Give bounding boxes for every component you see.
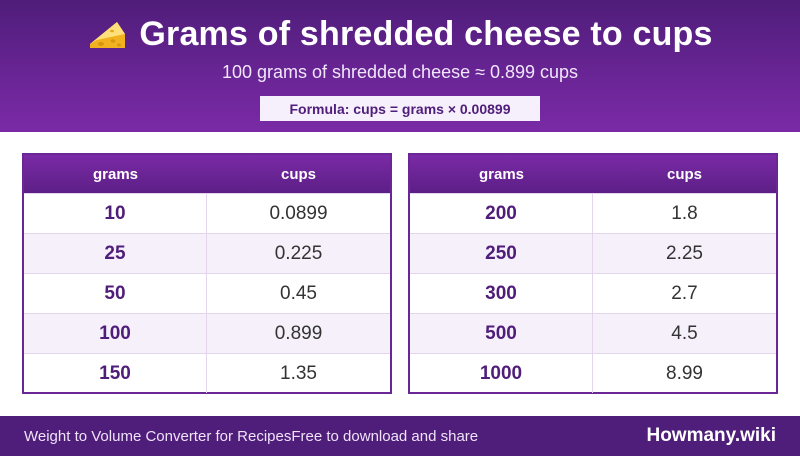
conversion-table-right: grams cups 200 1.8 250 2.25 300 2.7 500 … xyxy=(408,153,778,394)
cups-cell: 2.25 xyxy=(666,242,703,264)
table-row: 1000 8.99 xyxy=(410,353,776,393)
table-row: 300 2.7 xyxy=(410,273,776,313)
grams-cell: 500 xyxy=(410,314,593,353)
formula-badge: Formula: cups = grams × 0.00899 xyxy=(260,96,540,121)
conversion-table-left: grams cups 10 0.0899 25 0.225 50 0.45 10… xyxy=(22,153,392,394)
table-row: 150 1.35 xyxy=(24,353,390,393)
page-subtitle: 100 grams of shredded cheese ≈ 0.899 cup… xyxy=(221,62,579,82)
column-header-cups: cups xyxy=(280,165,316,183)
grams-cell: 200 xyxy=(410,194,593,233)
table-row: 25 0.225 xyxy=(24,233,390,273)
table-row: 200 1.8 xyxy=(410,193,776,233)
grams-cell: 300 xyxy=(410,274,593,313)
cheese-icon xyxy=(87,14,127,54)
table-row: 100 0.899 xyxy=(24,313,390,353)
grams-cell: 250 xyxy=(410,234,593,273)
grams-cell: 10 xyxy=(24,194,207,233)
grams-cell: 1000 xyxy=(410,354,593,393)
table-row: 50 0.45 xyxy=(24,273,390,313)
column-header-cups: cups xyxy=(666,165,702,183)
cups-cell: 4.5 xyxy=(671,322,698,344)
cups-cell: 0.225 xyxy=(274,242,323,264)
cups-cell: 8.99 xyxy=(666,362,703,384)
brand-link[interactable]: Howmany.wiki xyxy=(646,425,776,446)
table-header: grams cups xyxy=(410,155,776,193)
grams-cell: 50 xyxy=(24,274,207,313)
grams-cell: 100 xyxy=(24,314,207,353)
page-title: Grams of shredded cheese to cups xyxy=(139,15,713,53)
table-row: 250 2.25 xyxy=(410,233,776,273)
cups-cell: 1.35 xyxy=(280,362,317,384)
footer-converter-text: Weight to Volume Converter for Recipes xyxy=(24,427,292,445)
footer-share-text: Free to download and share xyxy=(291,427,479,445)
table-row: 10 0.0899 xyxy=(24,193,390,233)
cups-cell: 2.7 xyxy=(671,282,698,304)
header-banner: Grams of shredded cheese to cups 100 gra… xyxy=(0,0,800,132)
grams-cell: 150 xyxy=(24,354,207,393)
cups-cell: 0.899 xyxy=(274,322,323,344)
column-header-grams: grams xyxy=(92,165,139,183)
cups-cell: 0.0899 xyxy=(269,202,328,224)
cups-cell: 1.8 xyxy=(671,202,698,224)
title-row: Grams of shredded cheese to cups xyxy=(0,14,800,54)
grams-cell: 25 xyxy=(24,234,207,273)
cups-cell: 0.45 xyxy=(280,282,317,304)
column-header-grams: grams xyxy=(478,165,525,183)
footer-bar: Weight to Volume Converter for Recipes F… xyxy=(0,416,800,456)
table-row: 500 4.5 xyxy=(410,313,776,353)
table-header: grams cups xyxy=(24,155,390,193)
